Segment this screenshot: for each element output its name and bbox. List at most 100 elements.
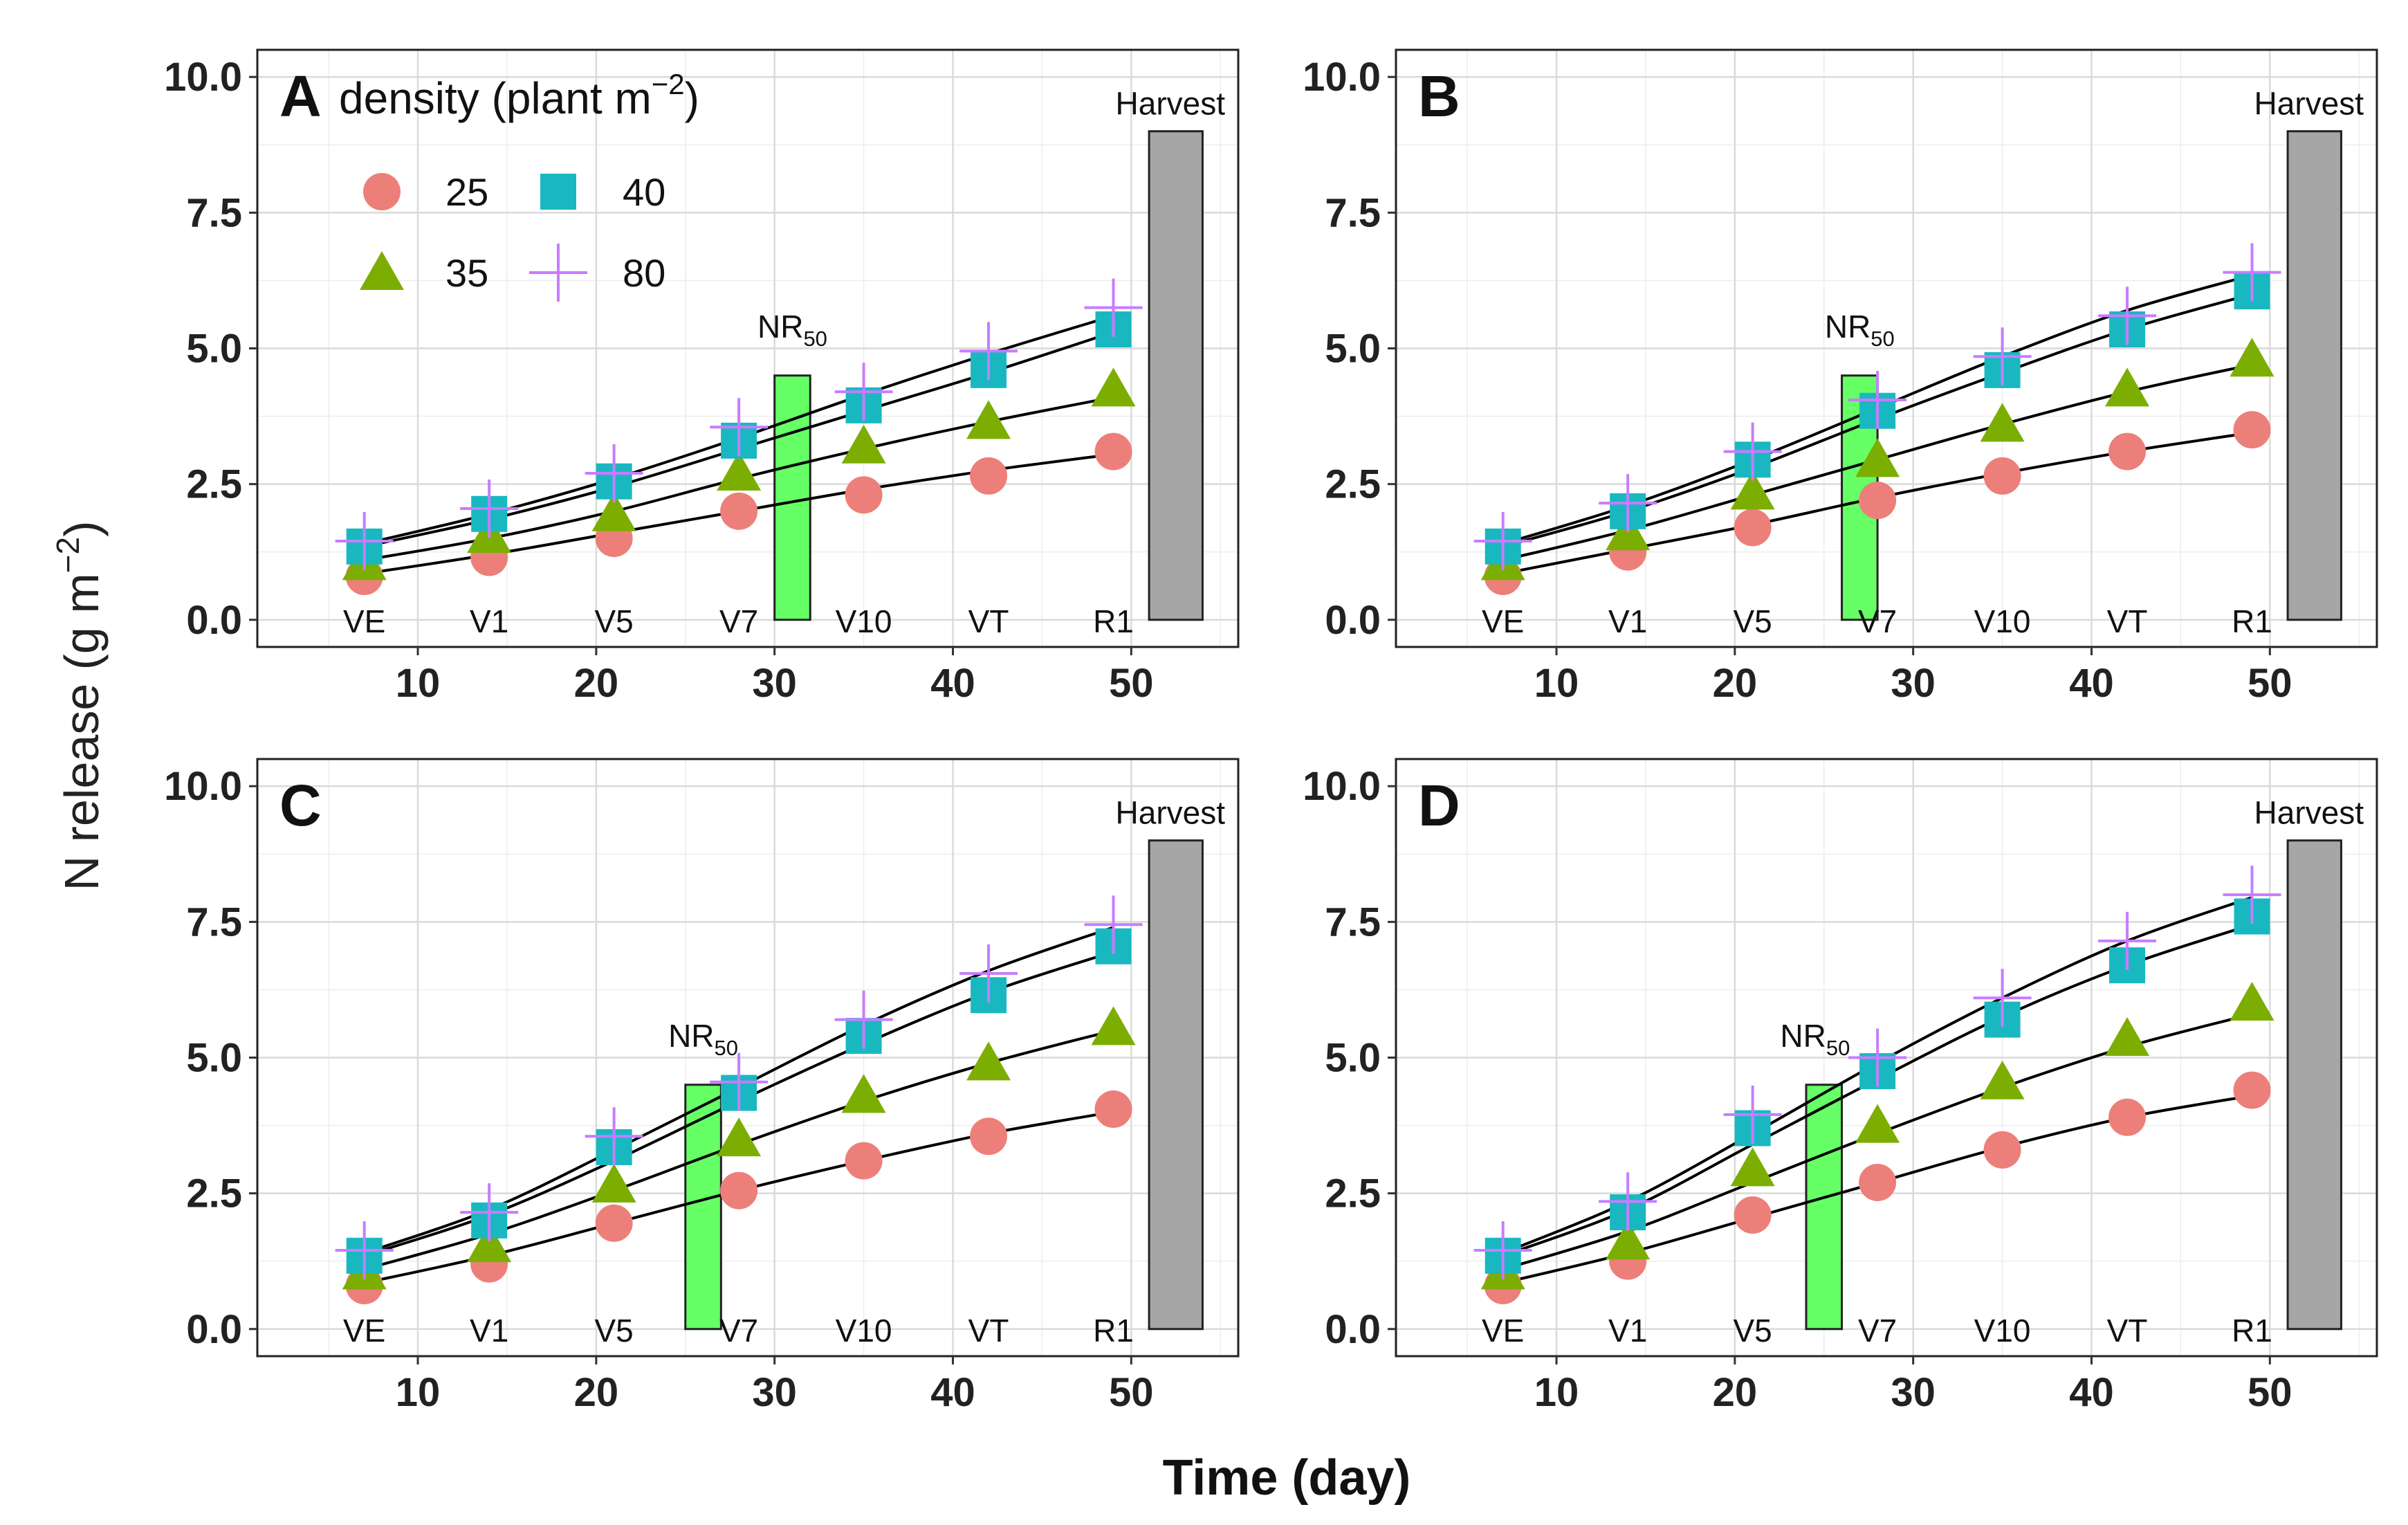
data-point-35 [1606,1221,1651,1260]
data-point-80 [1723,1085,1782,1144]
harvest-bar [1148,839,1204,1331]
stage-label: V10 [1974,1313,2031,1349]
harvest-label: Harvest [2254,86,2364,122]
stage-label: V1 [470,1313,508,1349]
y-tick-label: 10.0 [1303,764,1381,809]
data-point-35 [2105,1017,2150,1057]
data-point-80 [335,512,394,571]
nr50-label: NR50 [1780,1018,1850,1060]
stage-label: V7 [1858,1313,1897,1349]
data-point-35 [2230,338,2274,377]
y-tick-label: 10.0 [164,764,242,809]
y-tick-label: 2.5 [186,462,242,507]
x-tick-label: 30 [752,661,797,706]
data-point-35 [966,1041,1011,1081]
stage-label: VT [2107,1313,2148,1349]
data-point-80 [1084,895,1143,954]
stage-label: R1 [1093,603,1134,639]
stage-label: VE [1482,603,1524,639]
data-point-25 [595,1204,633,1242]
legend-marker-35 [360,251,404,290]
stage-label: V10 [836,1313,892,1349]
data-point-25 [2233,1071,2271,1109]
data-point-80 [1723,422,1782,481]
data-point-35 [1855,438,1900,477]
y-tick-label: 0.0 [1325,1307,1381,1352]
data-point-80 [1599,474,1657,533]
data-point-80 [710,1052,769,1111]
harvest-label: Harvest [1116,86,1226,122]
data-point-80 [2223,243,2281,302]
data-point-35 [966,400,1011,439]
data-point-35 [841,1074,886,1113]
data-point-25 [970,457,1008,495]
stage-label: V7 [1858,603,1897,639]
legend-label-80: 80 [623,251,665,295]
panel-letter: D [1418,773,1460,838]
data-point-25 [720,1171,758,1209]
y-tick-label: 2.5 [1325,462,1381,507]
x-tick-label: 30 [752,1370,797,1415]
data-point-25 [970,1117,1008,1156]
data-point-80 [1848,371,1907,430]
nr50-bar [1805,1084,1844,1331]
data-point-25 [1983,1131,2021,1169]
x-tick-label: 30 [1891,661,1936,706]
data-point-80 [1473,1221,1532,1280]
data-point-80 [1599,1172,1657,1231]
y-tick-label: 5.0 [186,327,242,372]
panel-letter: A [279,64,322,129]
x-tick-label: 20 [574,661,619,706]
y-tick-label: 2.5 [1325,1171,1381,1216]
y-tick-label: 7.5 [186,190,242,235]
y-tick-label: 2.5 [186,1171,242,1216]
data-point-25 [2108,1098,2147,1136]
panel-c: 10 20 30 40 50 0.0 2.5 5.0 7.5 10.0 Harvest VE V1 V5 V… [164,758,1240,1415]
stage-label: V1 [1608,603,1647,639]
legend-label-25: 25 [445,170,488,214]
legend-label-35: 35 [445,251,488,295]
data-point-80 [1848,1028,1907,1087]
stage-label: R1 [2232,1313,2272,1349]
data-point-35 [841,424,886,464]
y-tick-label: 7.5 [1325,190,1381,235]
data-point-35 [2105,367,2150,407]
x-tick-label: 10 [1534,661,1579,706]
data-point-80 [335,1221,394,1280]
data-point-35 [717,1117,762,1157]
data-point-80 [585,444,643,502]
data-point-35 [591,492,636,531]
harvest-bar [2286,839,2342,1331]
legend-title: density (plant m−2) [339,68,699,123]
data-point-25 [2108,432,2147,471]
harvest-label: Harvest [1116,795,1226,831]
y-axis-title: N release (g m−2) [50,521,109,891]
stage-label: V5 [595,603,634,639]
data-point-25 [1859,1163,1897,1201]
stage-label: V10 [1974,603,2031,639]
legend-label-40: 40 [623,170,665,214]
legend-marker-40 [540,174,576,210]
data-point-35 [1855,1104,1900,1143]
x-tick-label: 40 [2069,1370,2114,1415]
data-point-25 [720,492,758,530]
data-point-80 [2223,866,2281,924]
x-tick-label: 30 [1891,1370,1936,1415]
data-point-25 [1859,482,1897,520]
nr50-label: NR50 [668,1018,738,1060]
x-tick-label: 10 [1534,1370,1579,1415]
panel-b: 10 20 30 40 50 0.0 2.5 5.0 7.5 10.0 Harvest VE V1 V5 V… [1303,48,2378,706]
stage-label: VT [968,603,1009,639]
data-point-80 [1473,512,1532,571]
data-point-80 [460,1183,519,1242]
legend-marker-25 [363,173,401,210]
data-point-25 [1734,1196,1772,1234]
x-tick-label: 40 [930,1370,975,1415]
data-point-35 [2230,982,2274,1021]
panel-a: 10 20 30 40 50 0.0 2.5 5.0 7.5 10.0 Harvest VE V1 V5 V… [164,48,1240,706]
data-point-80 [710,398,769,457]
data-point-25 [1094,1090,1132,1129]
stage-label: VT [2107,603,2148,639]
data-point-25 [845,1142,883,1180]
